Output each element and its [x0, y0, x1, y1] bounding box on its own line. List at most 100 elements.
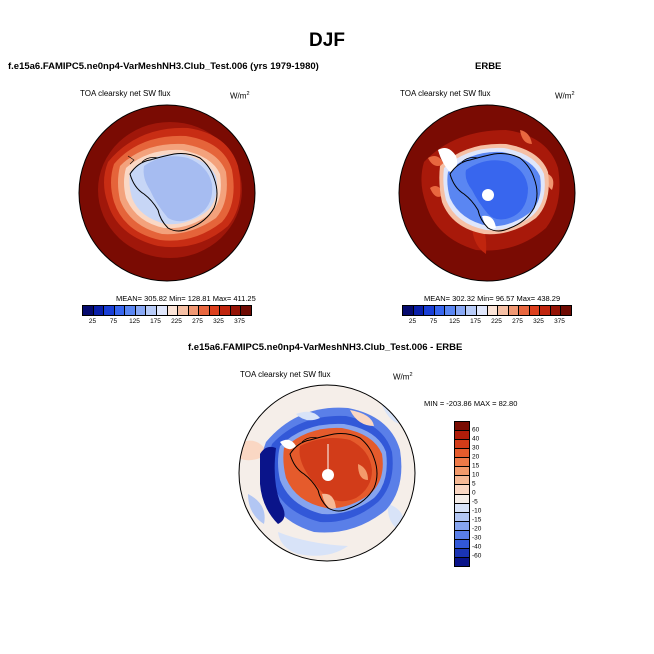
diff-colorbar-tick-label: -20: [472, 525, 482, 533]
diff-colorbar-tick-label: 30: [472, 444, 480, 452]
left-colorbar-tick-label: 175: [150, 318, 161, 325]
diff-variable-label: TOA clearsky net SW flux: [240, 370, 331, 379]
left-case-title: f.e15a6.FAMIPC5.ne0np4-VarMeshNH3.Club_T…: [8, 61, 319, 72]
diff-colorbar-tick-label: 60: [472, 426, 480, 434]
diff-colorbar-tick-label: -40: [472, 543, 482, 551]
right-variable-label: TOA clearsky net SW flux: [400, 89, 491, 98]
left-colorbar-swatch: [125, 306, 136, 315]
right-colorbar-tick-label: 125: [449, 318, 460, 325]
left-colorbar-swatch: [241, 306, 251, 315]
right-colorbar-swatch: [403, 306, 414, 315]
diff-colorbar-swatch: [455, 440, 469, 450]
right-colorbar-swatch: [434, 306, 446, 315]
right-colorbar-tick-label: 75: [429, 318, 438, 325]
left-colorbar-tick-label: 375: [234, 318, 245, 325]
right-colorbar-tick-label: 175: [470, 318, 481, 325]
diff-colorbar-swatch: [455, 557, 469, 566]
diff-colorbar-swatch: [455, 539, 469, 549]
right-colorbar-swatch: [455, 306, 467, 315]
right-colorbar-tick-label: 375: [554, 318, 565, 325]
left-colorbar-swatch: [167, 306, 179, 315]
diff-colorbar-tick-label: -30: [472, 534, 482, 542]
left-colorbar: [82, 305, 252, 316]
diff-colorbar-swatch: [455, 494, 469, 504]
right-colorbar-swatch: [476, 306, 488, 315]
right-colorbar-tick-label: 25: [408, 318, 417, 325]
diff-colorbar-swatch: [455, 449, 469, 459]
left-colorbar-swatch: [146, 306, 157, 315]
diff-colorbar-tick-label: 10: [472, 471, 480, 479]
diff-colorbar-tick-label: 0: [472, 489, 476, 497]
diff-colorbar-swatch: [455, 503, 469, 513]
diff-colorbar: [454, 421, 470, 567]
diff-units-label: W/m2: [393, 372, 413, 382]
right-colorbar-swatch: [529, 306, 541, 315]
right-case-title: ERBE: [475, 61, 502, 72]
left-colorbar-swatch: [230, 306, 242, 315]
right-colorbar-swatch: [550, 306, 562, 315]
right-colorbar-swatch: [413, 306, 425, 315]
diff-colorbar-swatch: [455, 431, 469, 441]
left-colorbar-swatch: [83, 306, 94, 315]
diff-polar-map: [238, 384, 416, 562]
diff-colorbar-tick-label: -60: [472, 552, 482, 560]
right-units-label: W/m2: [555, 91, 575, 101]
left-colorbar-swatch: [135, 306, 147, 315]
diff-colorbar-swatch: [455, 467, 469, 477]
right-colorbar-swatch: [498, 306, 509, 315]
left-colorbar-swatch: [209, 306, 221, 315]
right-colorbar-tick-label: 225: [491, 318, 502, 325]
diff-colorbar-swatch: [455, 458, 469, 468]
left-colorbar-tick-label: 225: [171, 318, 182, 325]
right-colorbar-swatch: [561, 306, 571, 315]
left-units-label: W/m2: [230, 91, 250, 101]
right-polar-map: [398, 104, 576, 282]
left-stats: MEAN= 305.82 Min= 128.81 Max= 411.25: [116, 294, 256, 303]
left-variable-label: TOA clearsky net SW flux: [80, 89, 171, 98]
left-colorbar-swatch: [104, 306, 115, 315]
right-colorbar-swatch: [424, 306, 435, 315]
diff-stats: MIN = -203.86 MAX = 82.80: [424, 399, 518, 408]
right-colorbar-swatch: [540, 306, 551, 315]
diff-colorbar-swatch: [455, 530, 469, 540]
diff-colorbar-tick-label: -5: [472, 498, 478, 506]
left-colorbar-swatch: [93, 306, 105, 315]
left-colorbar-tick-label: 325: [213, 318, 224, 325]
left-polar-map: [78, 104, 256, 282]
diff-colorbar-tick-label: 40: [472, 435, 480, 443]
left-colorbar-tick-label: 25: [88, 318, 97, 325]
diff-colorbar-swatch: [455, 476, 469, 486]
diff-colorbar-tick-label: -10: [472, 507, 482, 515]
left-colorbar-swatch: [188, 306, 200, 315]
diff-colorbar-tick-label: 5: [472, 480, 476, 488]
left-colorbar-tick-label: 75: [109, 318, 118, 325]
right-colorbar-swatch: [508, 306, 520, 315]
diff-colorbar-swatch: [455, 548, 469, 558]
diff-title: f.e15a6.FAMIPC5.ne0np4-VarMeshNH3.Club_T…: [188, 342, 463, 353]
figure-title: DJF: [309, 30, 345, 51]
right-colorbar-swatch: [519, 306, 530, 315]
right-colorbar-ticks: 25 75 125 175 225 275 325 375: [402, 318, 570, 328]
left-colorbar-tick-label: 125: [129, 318, 140, 325]
right-colorbar-tick-label: 275: [512, 318, 523, 325]
left-colorbar-swatch: [114, 306, 126, 315]
left-colorbar-swatch: [156, 306, 168, 315]
right-colorbar: [402, 305, 572, 316]
diff-colorbar-swatch: [455, 485, 469, 495]
right-stats: MEAN= 302.32 Min= 96.57 Max= 438.29: [424, 294, 561, 303]
diff-colorbar-ticks: 60 40 30 20 15 10 5 0 -5 -10 -15 -20 -30 -40 -60: [472, 421, 502, 565]
right-colorbar-swatch: [466, 306, 477, 315]
diff-colorbar-swatch: [455, 512, 469, 522]
right-colorbar-swatch: [487, 306, 499, 315]
left-colorbar-ticks: 25 75 125 175 225 275 325 375: [82, 318, 250, 328]
left-colorbar-tick-label: 275: [192, 318, 203, 325]
left-colorbar-swatch: [220, 306, 231, 315]
right-colorbar-tick-label: 325: [533, 318, 544, 325]
left-colorbar-swatch: [199, 306, 210, 315]
diff-colorbar-tick-label: 15: [472, 462, 480, 470]
diff-colorbar-tick-label: -15: [472, 516, 482, 524]
diff-colorbar-swatch: [455, 422, 469, 432]
left-colorbar-swatch: [178, 306, 189, 315]
right-colorbar-swatch: [445, 306, 456, 315]
diff-colorbar-tick-label: 20: [472, 453, 480, 461]
